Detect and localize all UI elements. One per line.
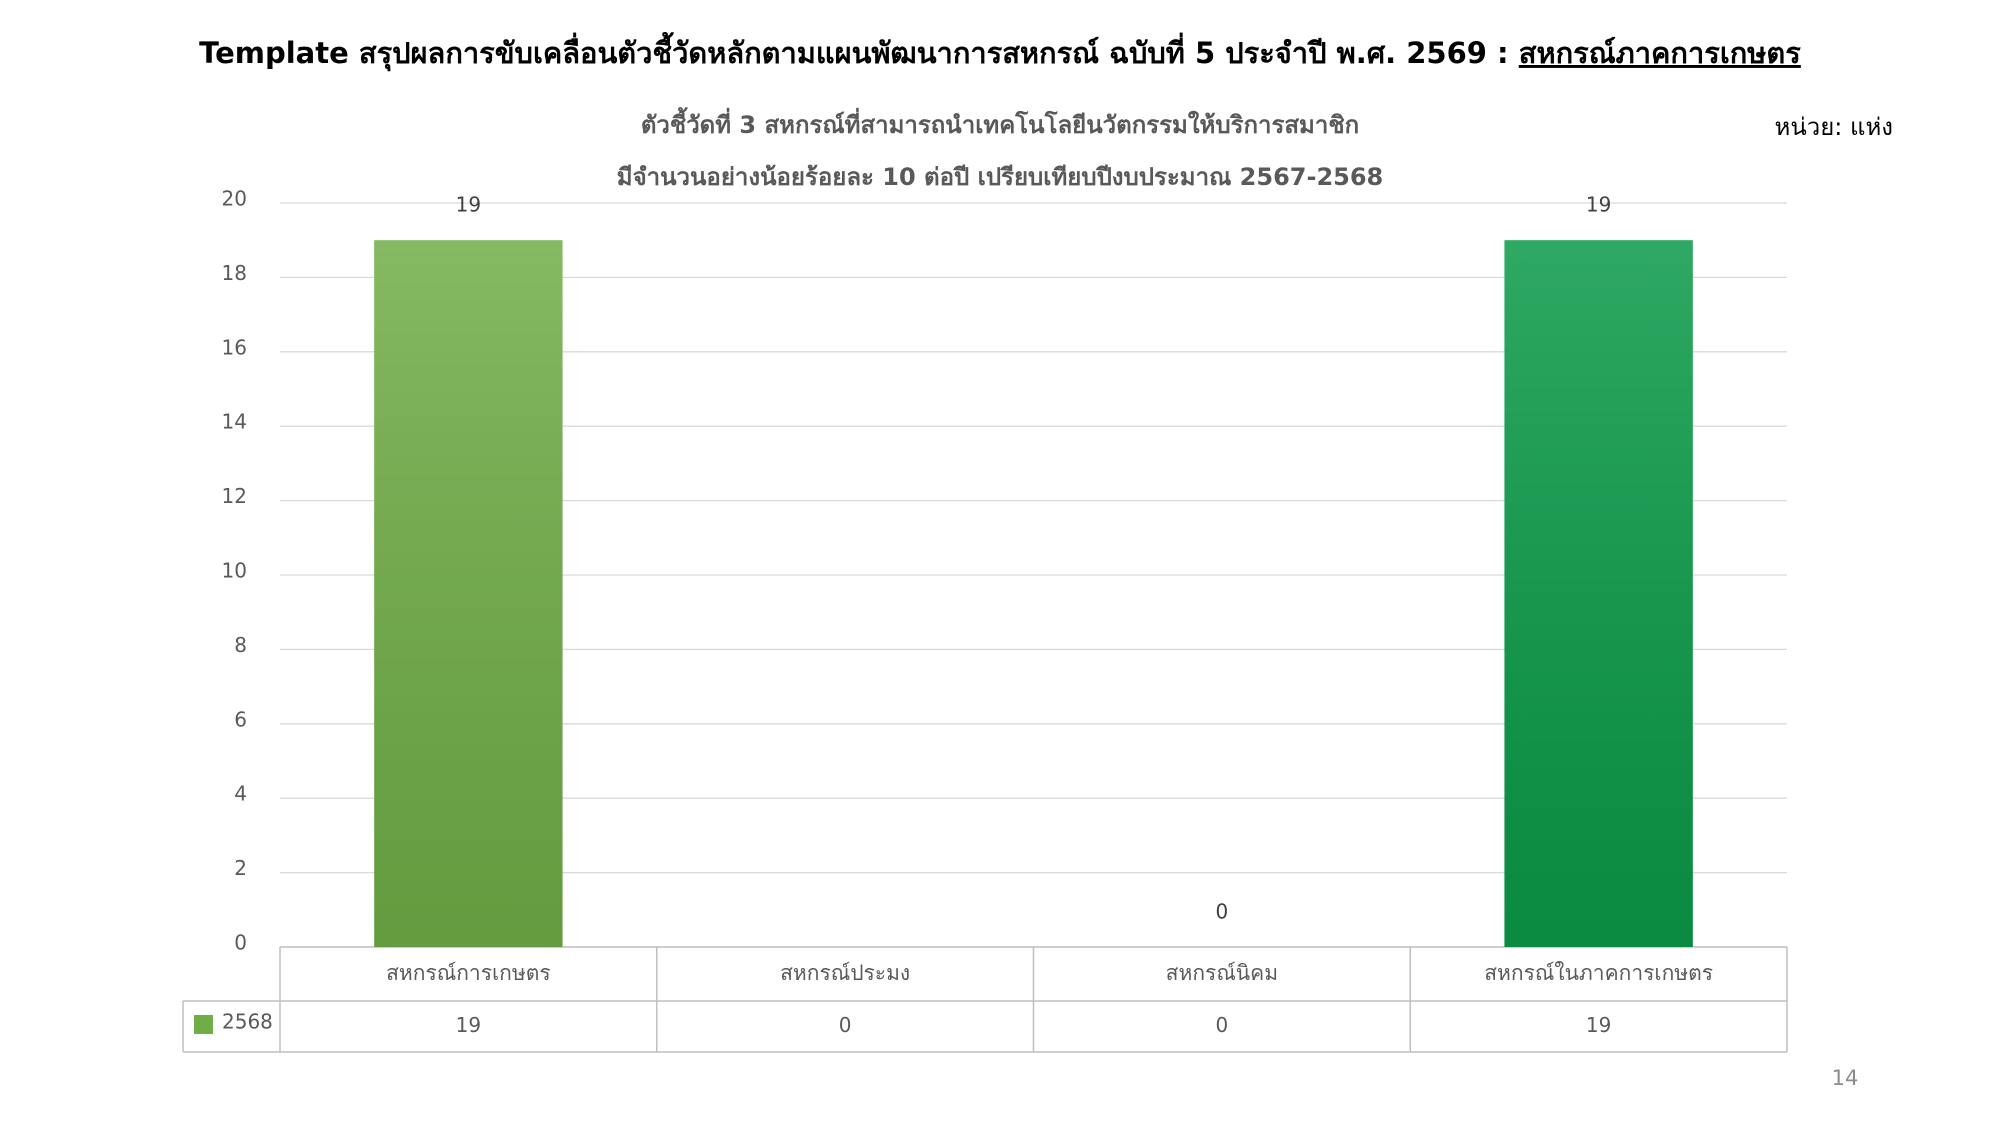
table-value: 0 [1216,1013,1229,1037]
y-tick-label: 4 [234,782,247,806]
data-label: 19 [456,193,481,217]
page-number: 14 [1832,1066,1859,1090]
legend-swatch [194,1015,213,1034]
title-text: Template สรุปผลการขับเคลื่อนตัวชี้วัดหลั… [199,31,1519,71]
y-tick-label: 2 [234,856,247,880]
data-label: 0 [1216,900,1229,924]
legend-label: 2568 [222,1010,273,1034]
x-tick-label: สหกรณ์ในภาคการเกษตร [1484,961,1713,985]
x-tick-label: สหกรณ์นิคม [1166,961,1278,985]
chart-title: มีจำนวนอย่างน้อยร้อยละ 10 ต่อปี เปรียบเท… [617,163,1384,191]
x-tick-label: สหกรณ์การเกษตร [386,961,551,985]
y-tick-label: 20 [222,187,247,211]
chart-title: ตัวชี้วัดที่ 3 สหกรณ์ที่สามารถนำเทคโนโลย… [641,106,1359,139]
bar-shade [1504,240,1693,947]
y-tick-label: 10 [222,559,247,583]
y-tick-label: 14 [222,410,247,434]
y-tick-label: 18 [222,261,247,285]
table-value: 19 [456,1013,481,1037]
bar-shade [374,240,563,947]
unit-label: หน่วย: แห่ง [1775,113,1894,141]
data-label: 19 [1586,193,1611,217]
table-value: 19 [1586,1013,1611,1037]
table-value: 0 [839,1013,852,1037]
x-tick-label: สหกรณ์ประมง [780,961,910,985]
y-tick-label: 16 [222,335,247,359]
y-tick-label: 0 [234,931,247,955]
y-tick-label: 8 [234,633,247,657]
slide-title: Template สรุปผลการขับเคลื่อนตัวชี้วัดหลั… [199,31,1801,71]
y-tick-label: 12 [222,484,247,508]
y-tick-label: 6 [234,707,247,731]
title-underlined: สหกรณ์ภาคการเกษตร [1519,36,1801,70]
